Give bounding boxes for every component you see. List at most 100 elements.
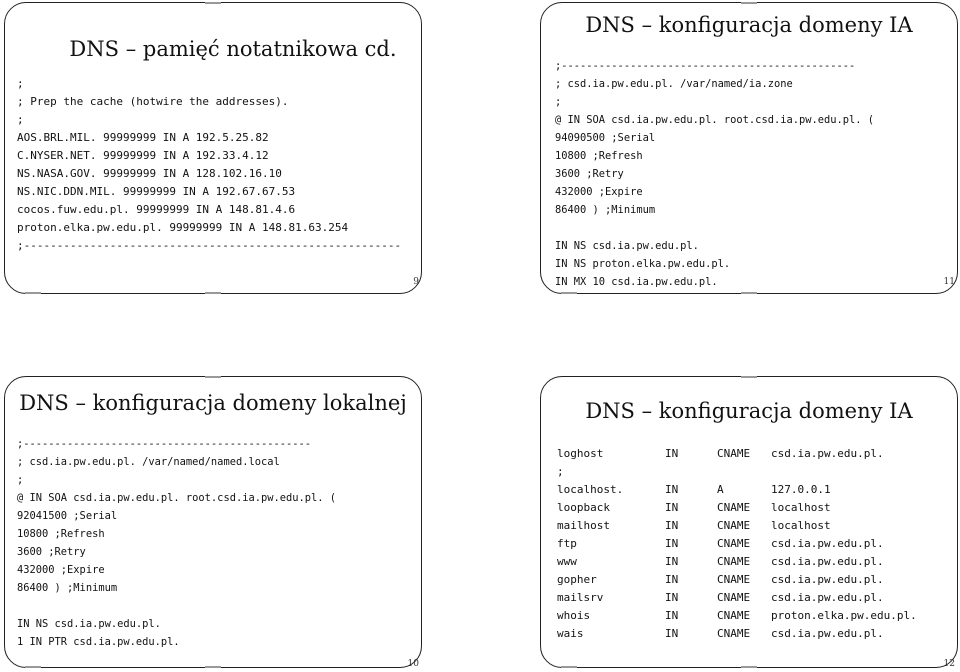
record-name: loopback: [557, 501, 610, 514]
listing-line: ;: [17, 113, 24, 126]
record-type: CNAME: [717, 519, 751, 532]
listing-line: ; csd.ia.pw.edu.pl. /var/named/named.loc…: [17, 456, 280, 468]
listing-line: [17, 597, 336, 615]
slide-local-domain-config: DNS – konfiguracja domeny lokalnej ;----…: [4, 376, 422, 669]
listing-line: 10800 ;Refresh: [555, 150, 643, 162]
slide-cache-continued: DNS – pamięć notatnikowa cd. ; ; Prep the…: [4, 2, 422, 294]
cache-listing: ; ; Prep the cache (hotwire the addresses…: [17, 75, 401, 255]
record-data: proton.elka.pw.edu.pl.: [771, 609, 917, 622]
record-data: csd.ia.pw.edu.pl.: [771, 627, 884, 640]
listing-line: NS.NIC.DDN.MIL. 99999999 IN A 192.67.67.…: [17, 185, 296, 198]
slide-title: DNS – konfiguracja domeny IA: [585, 399, 913, 423]
slide-title: DNS – pamięć notatnikowa cd.: [69, 37, 397, 61]
record-cls: IN: [665, 483, 679, 496]
listing-line: C.NYSER.NET. 99999999 IN A 192.33.4.12: [17, 149, 269, 162]
record-name: ftp: [557, 537, 577, 550]
page-tick: [741, 376, 757, 378]
page-number: 11: [943, 277, 955, 287]
table-row: localhost. IN A 127.0.0.1: [557, 481, 937, 499]
table-row: gopher IN CNAME csd.ia.pw.edu.pl.: [557, 571, 937, 589]
table-row: whois IN CNAME proton.elka.pw.edu.pl.: [557, 607, 937, 625]
record-name: www: [557, 555, 577, 568]
slide-title: DNS – konfiguracja domeny lokalnej: [19, 391, 407, 415]
slide-ia-domain-config: DNS – konfiguracja domeny IA ;----------…: [540, 2, 958, 294]
record-name: gopher: [557, 573, 597, 586]
record-data: csd.ia.pw.edu.pl.: [771, 555, 884, 568]
page-number: 12: [943, 659, 955, 669]
record-data: csd.ia.pw.edu.pl.: [771, 447, 884, 460]
listing-line: proton.elka.pw.edu.pl. 99999999 IN A 148…: [17, 221, 349, 234]
listing-line: 86400 ) ;Minimum: [555, 204, 656, 216]
table-row: www IN CNAME csd.ia.pw.edu.pl.: [557, 553, 937, 571]
record-type: CNAME: [717, 555, 751, 568]
record-data: csd.ia.pw.edu.pl.: [771, 573, 884, 586]
slide-title: DNS – konfiguracja domeny IA: [585, 13, 913, 37]
listing-line: 86400 ) ;Minimum: [17, 582, 118, 594]
record-type: A: [717, 483, 724, 496]
record-data: 127.0.0.1: [771, 483, 831, 496]
record-cls: IN: [665, 537, 679, 550]
listing-line: ;---------------------------------------…: [555, 60, 856, 72]
listing-line: ;---------------------------------------…: [17, 438, 312, 450]
record-cls: IN: [665, 447, 679, 460]
listing-line: 3600 ;Retry: [555, 168, 624, 180]
listing-line: ;: [17, 474, 24, 486]
record-type: CNAME: [717, 591, 751, 604]
listing-line: 1 IN PTR csd.ia.pw.edu.pl.: [17, 636, 180, 648]
listing-line: ; csd.ia.pw.edu.pl. /var/named/ia.zone: [555, 78, 793, 90]
listing-line: 432000 ;Expire: [555, 186, 643, 198]
listing-line: ;---------------------------------------…: [17, 239, 402, 252]
listing-line: ;: [17, 77, 24, 90]
table-row: loghost IN CNAME csd.ia.pw.edu.pl.: [557, 445, 937, 463]
record-data: localhost: [771, 501, 831, 514]
record-name: mailhost: [557, 519, 610, 532]
record-cls: IN: [665, 555, 679, 568]
listing-line: 92041500 ;Serial: [17, 510, 118, 522]
listing-line: 432000 ;Expire: [17, 564, 105, 576]
listing-line: @ IN SOA csd.ia.pw.edu.pl. root.csd.ia.p…: [555, 114, 875, 126]
page-tick: [205, 376, 221, 378]
record-type: CNAME: [717, 501, 751, 514]
record-name: loghost: [557, 447, 604, 460]
listing-line: [555, 219, 874, 237]
listing-line: IN NS csd.ia.pw.edu.pl.: [17, 618, 161, 630]
table-row: loopback IN CNAME localhost: [557, 499, 937, 517]
record-type: CNAME: [717, 609, 751, 622]
listing-line: NS.NASA.GOV. 99999999 IN A 128.102.16.10: [17, 167, 282, 180]
record-data: localhost: [771, 519, 831, 532]
record-type: CNAME: [717, 537, 751, 550]
listing-line: ;: [555, 96, 562, 108]
record-name: localhost.: [557, 483, 624, 496]
listing-line: IN NS proton.elka.pw.edu.pl.: [555, 258, 731, 270]
record-name: whois: [557, 609, 591, 622]
record-data: csd.ia.pw.edu.pl.: [771, 591, 884, 604]
zone-listing: ;---------------------------------------…: [555, 57, 874, 291]
listing-line: 3600 ;Retry: [17, 546, 86, 558]
table-row: mailsrv IN CNAME csd.ia.pw.edu.pl.: [557, 589, 937, 607]
record-cls: IN: [665, 519, 679, 532]
table-row: ftp IN CNAME csd.ia.pw.edu.pl.: [557, 535, 937, 553]
record-cls: IN: [665, 627, 679, 640]
record-cls: IN: [665, 591, 679, 604]
listing-line: IN NS csd.ia.pw.edu.pl.: [555, 240, 699, 252]
listing-line: @ IN SOA csd.ia.pw.edu.pl. root.csd.ia.p…: [17, 492, 337, 504]
slide-ia-domain-records: DNS – konfiguracja domeny IA loghost IN CN…: [540, 376, 958, 669]
record-cls: IN: [665, 573, 679, 586]
zone-listing: ;---------------------------------------…: [17, 435, 336, 651]
listing-line: 94090500 ;Serial: [555, 132, 656, 144]
records-table: loghost IN CNAME csd.ia.pw.edu.pl.; localhos…: [557, 445, 937, 643]
record-cls: IN: [665, 609, 679, 622]
record-type: CNAME: [717, 573, 751, 586]
record-cls: IN: [665, 501, 679, 514]
record-type: CNAME: [717, 627, 751, 640]
record-name: ;: [557, 465, 564, 478]
listing-line: 10800 ;Refresh: [17, 528, 105, 540]
page-tick: [205, 2, 221, 4]
record-name: mailsrv: [557, 591, 604, 604]
record-name: wais: [557, 627, 584, 640]
record-type: CNAME: [717, 447, 751, 460]
page-number: 10: [407, 659, 419, 669]
listing-line: cocos.fuw.edu.pl. 99999999 IN A 148.81.4…: [17, 203, 296, 216]
table-row: ;: [557, 463, 937, 481]
listing-line: IN MX 10 csd.ia.pw.edu.pl.: [555, 276, 718, 288]
